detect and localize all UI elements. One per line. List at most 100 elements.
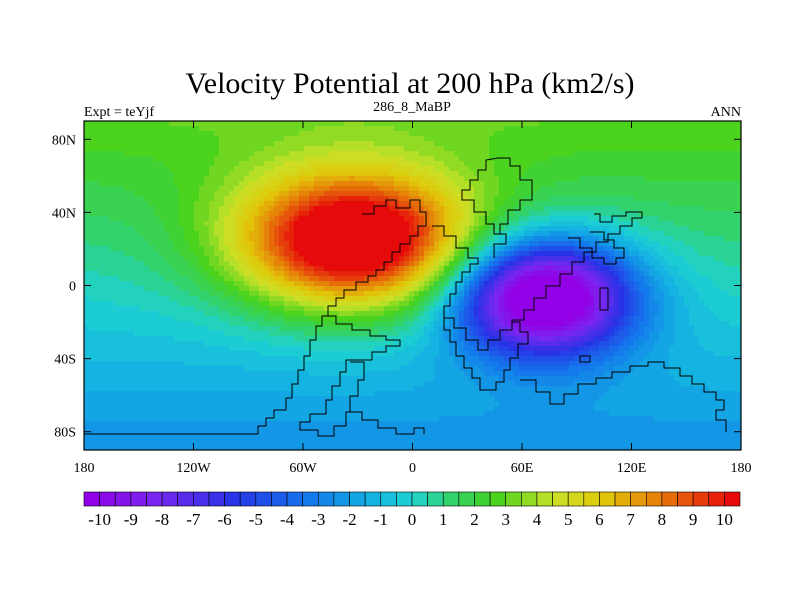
field-cell: [654, 191, 660, 197]
field-cell: [369, 166, 375, 172]
field-cell: [354, 236, 360, 242]
field-cell: [409, 271, 415, 277]
field-cell: [589, 281, 595, 287]
field-cell: [274, 221, 280, 227]
field-cell: [219, 176, 225, 182]
field-cell: [369, 301, 375, 307]
field-cell: [409, 276, 415, 282]
field-cell: [204, 286, 210, 292]
field-cell: [439, 206, 445, 212]
field-cell: [264, 236, 270, 242]
field-cell: [289, 306, 295, 312]
field-cell: [364, 171, 370, 177]
field-cell: [144, 141, 150, 147]
field-cell: [389, 276, 395, 282]
field-cell: [424, 206, 430, 212]
field-cell: [629, 131, 635, 137]
field-cell: [654, 296, 660, 302]
field-cell: [609, 186, 615, 192]
field-cell: [194, 176, 200, 182]
field-cell: [329, 196, 335, 202]
field-cell: [314, 296, 320, 302]
field-cell: [374, 286, 380, 292]
field-cell: [584, 256, 590, 262]
field-cell: [124, 296, 130, 302]
field-cell: [604, 146, 610, 152]
field-cell: [239, 166, 245, 172]
field-cell: [394, 201, 400, 207]
field-cell: [259, 176, 265, 182]
field-cell: [119, 266, 125, 272]
field-cell: [279, 231, 285, 237]
field-cell: [624, 166, 630, 172]
field-cell: [189, 211, 195, 217]
field-cell: [94, 151, 100, 157]
field-cell: [249, 131, 255, 137]
field-cell: [329, 136, 335, 142]
field-cell: [494, 121, 500, 127]
field-cell: [164, 186, 170, 192]
field-cell: [439, 196, 445, 202]
field-cell: [649, 211, 655, 217]
field-cell: [629, 261, 635, 267]
field-cell: [209, 171, 215, 177]
field-cell: [399, 146, 405, 152]
field-cell: [164, 121, 170, 127]
field-cell: [409, 196, 415, 202]
field-cell: [514, 126, 520, 132]
field-cell: [704, 171, 710, 177]
field-cell: [219, 306, 225, 312]
field-cell: [104, 156, 110, 162]
field-cell: [409, 216, 415, 222]
field-cell: [144, 156, 150, 162]
field-cell: [394, 281, 400, 287]
field-cell: [249, 286, 255, 292]
field-cell: [219, 201, 225, 207]
field-cell: [289, 131, 295, 137]
field-cell: [594, 221, 600, 227]
field-cell: [519, 136, 525, 142]
field-cell: [514, 196, 520, 202]
field-cell: [314, 266, 320, 272]
field-cell: [409, 236, 415, 242]
field-cell: [129, 276, 135, 282]
field-cell: [139, 301, 145, 307]
field-cell: [319, 166, 325, 172]
field-cell: [719, 201, 725, 207]
field-cell: [694, 296, 700, 302]
field-cell: [669, 271, 675, 277]
field-cell: [559, 306, 565, 312]
field-cell: [519, 226, 525, 232]
field-cell: [449, 221, 455, 227]
field-cell: [234, 216, 240, 222]
field-cell: [254, 226, 260, 232]
field-cell: [679, 151, 685, 157]
field-cell: [714, 146, 720, 152]
field-cell: [304, 281, 310, 287]
field-cell: [229, 191, 235, 197]
field-cell: [699, 166, 705, 172]
field-cell: [444, 296, 450, 302]
field-cell: [454, 266, 460, 272]
field-cell: [394, 226, 400, 232]
field-cell: [349, 151, 355, 157]
field-cell: [404, 246, 410, 252]
field-cell: [444, 171, 450, 177]
field-cell: [609, 121, 615, 127]
field-cell: [449, 131, 455, 137]
field-cell: [189, 241, 195, 247]
field-cell: [139, 196, 145, 202]
field-cell: [379, 296, 385, 302]
field-cell: [544, 131, 550, 137]
field-cell: [279, 211, 285, 217]
field-cell: [544, 156, 550, 162]
field-cell: [624, 151, 630, 157]
field-cell: [249, 171, 255, 177]
field-cell: [659, 166, 665, 172]
field-cell: [539, 286, 545, 292]
field-cell: [559, 256, 565, 262]
field-cell: [269, 131, 275, 137]
field-cell: [569, 176, 575, 182]
field-cell: [549, 216, 555, 222]
field-cell: [579, 176, 585, 182]
